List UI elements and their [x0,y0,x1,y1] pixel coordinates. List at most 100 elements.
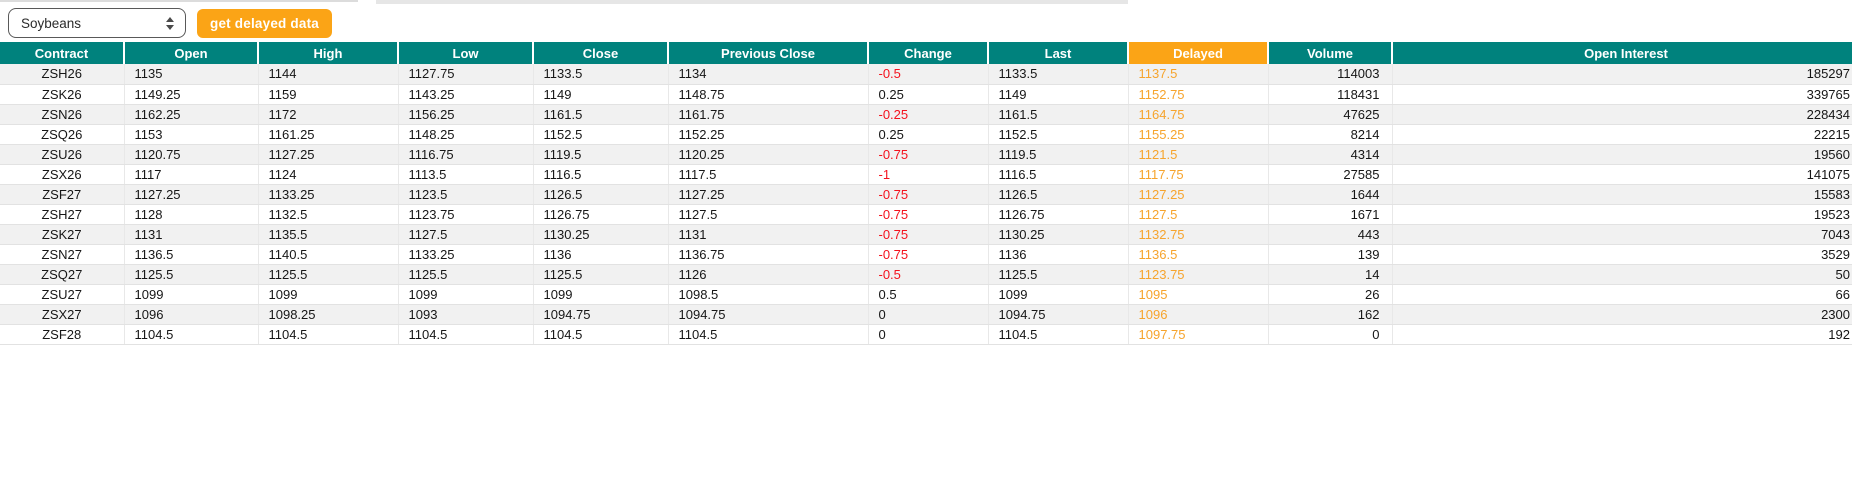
cell-open: 1125.5 [124,264,259,285]
cell-previous_close: 1127.25 [668,184,869,205]
cell-low: 1143.25 [398,84,534,105]
cell-last: 1130.25 [988,224,1129,245]
table-row-ZSX26: ZSX26 1117 1124 1113.5 1116.5 1117.5 -1 1116.5 1… [0,164,1852,185]
commodity-select-value: Soybeans [21,15,82,31]
cell-contract: ZSN27 [0,244,125,265]
cell-change: -0.75 [868,204,989,225]
cell-open: 1099 [124,284,259,305]
quotes-table: Contract Open High Low Close Previous Close Ch… [0,42,1852,345]
get-delayed-data-button[interactable]: get delayed data [197,8,332,38]
cell-previous_close: 1120.25 [668,144,869,165]
cell-delayed: 1096 [1128,304,1269,325]
cell-delayed: 1132.75 [1128,224,1269,245]
column-header-volume: Volume [1268,42,1393,64]
cell-high: 1161.25 [258,124,399,145]
cell-close: 1133.5 [533,64,669,85]
column-header-close: Close [533,42,669,64]
cell-low: 1125.5 [398,264,534,285]
cell-volume: 47625 [1268,104,1393,125]
cell-last: 1104.5 [988,324,1129,345]
cell-delayed: 1127.5 [1128,204,1269,225]
cell-volume: 14 [1268,264,1393,285]
top-divider-2 [376,0,1128,4]
cell-contract: ZSQ26 [0,124,125,145]
cell-volume: 443 [1268,224,1393,245]
cell-contract: ZSX26 [0,164,125,185]
cell-contract: ZSX27 [0,304,125,325]
cell-last: 1119.5 [988,144,1129,165]
cell-change: -0.75 [868,224,989,245]
cell-open: 1104.5 [124,324,259,345]
table-row-ZSN27: ZSN27 1136.5 1140.5 1133.25 1136 1136.75 -0.75… [0,244,1852,265]
cell-low: 1116.75 [398,144,534,165]
cell-high: 1159 [258,84,399,105]
cell-low: 1133.25 [398,244,534,265]
cell-last: 1126.75 [988,204,1129,225]
cell-previous_close: 1104.5 [668,324,869,345]
cell-previous_close: 1131 [668,224,869,245]
cell-close: 1125.5 [533,264,669,285]
cell-open: 1131 [124,224,259,245]
cell-change: -0.5 [868,64,989,85]
table-row-ZSH26: ZSH26 1135 1144 1127.75 1133.5 1134 -0.5 1133.5… [0,64,1852,85]
cell-open: 1127.25 [124,184,259,205]
column-header-change: Change [868,42,989,64]
cell-low: 1127.5 [398,224,534,245]
cell-high: 1135.5 [258,224,399,245]
cell-open: 1096 [124,304,259,325]
cell-high: 1124 [258,164,399,185]
cell-open_interest: 22215 [1392,124,1852,145]
table-row-ZSU26: ZSU26 1120.75 1127.25 1116.75 1119.5 1120.25-… [0,144,1852,165]
cell-high: 1140.5 [258,244,399,265]
cell-open: 1128 [124,204,259,225]
cell-open: 1153 [124,124,259,145]
cell-open_interest: 339765 [1392,84,1852,105]
cell-change: 0 [868,304,989,325]
table-row-ZSF27: ZSF27 1127.25 1133.25 1123.5 1126.5 1127.25 -0… [0,184,1852,205]
cell-volume: 27585 [1268,164,1393,185]
cell-volume: 1671 [1268,204,1393,225]
cell-high: 1133.25 [258,184,399,205]
cell-delayed: 1152.75 [1128,84,1269,105]
column-header-open: Open [124,42,259,64]
cell-low: 1156.25 [398,104,534,125]
cell-open_interest: 50 [1392,264,1852,285]
cell-high: 1104.5 [258,324,399,345]
cell-low: 1104.5 [398,324,534,345]
cell-low: 1123.5 [398,184,534,205]
cell-delayed: 1121.5 [1128,144,1269,165]
cell-last: 1094.75 [988,304,1129,325]
cell-close: 1126.5 [533,184,669,205]
cell-change: -0.75 [868,144,989,165]
cell-high: 1172 [258,104,399,125]
cell-change: -0.25 [868,104,989,125]
cell-change: 0.25 [868,84,989,105]
cell-change: -0.5 [868,264,989,285]
cell-previous_close: 1136.75 [668,244,869,265]
cell-delayed: 1117.75 [1128,164,1269,185]
cell-open: 1136.5 [124,244,259,265]
cell-contract: ZSH27 [0,204,125,225]
table-row-ZSH27: ZSH27 1128 1132.5 1123.75 1126.75 1127.5 -0.75… [0,204,1852,225]
select-updown-icon [165,16,175,31]
cell-open_interest: 7043 [1392,224,1852,245]
cell-delayed: 1097.75 [1128,324,1269,345]
header-row: Contract Open High Low Close Previous Close Ch… [0,42,1852,64]
futures-quotes-page: Soybeans get delayed data Contract Open Hi… [0,0,1852,345]
cell-close: 1130.25 [533,224,669,245]
cell-previous_close: 1148.75 [668,84,869,105]
cell-previous_close: 1127.5 [668,204,869,225]
cell-open: 1135 [124,64,259,85]
cell-high: 1144 [258,64,399,85]
cell-change: 0.5 [868,284,989,305]
table-row-ZSQ26: ZSQ26 1153 1161.25 1148.25 1152.5 1152.25 0.25… [0,124,1852,145]
cell-close: 1116.5 [533,164,669,185]
column-header-contract: Contract [0,42,125,64]
table-row-ZSN26: ZSN26 1162.25 1172 1156.25 1161.5 1161.75 -0.2… [0,104,1852,125]
cell-close: 1104.5 [533,324,669,345]
commodity-select[interactable]: Soybeans [8,8,186,38]
column-header-delayed: Delayed [1128,42,1269,64]
table-row-ZSX27: ZSX27 1096 1098.25 1093 1094.75 1094.75 0 1094.… [0,304,1852,325]
table-header: Contract Open High Low Close Previous Close Ch… [0,42,1852,64]
table-row-ZSK27: ZSK27 1131 1135.5 1127.5 1130.25 1131 -0.75 113… [0,224,1852,245]
